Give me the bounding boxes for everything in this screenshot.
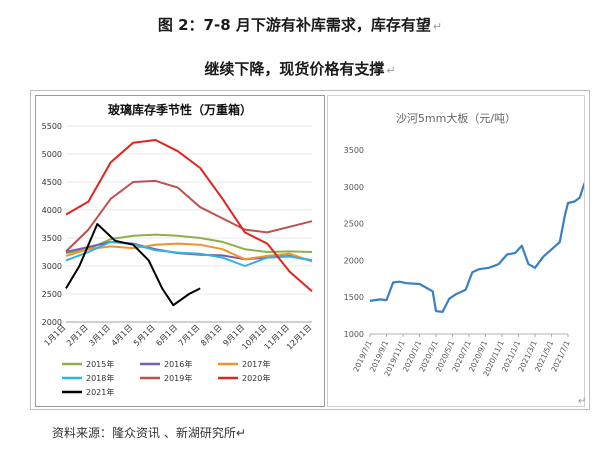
legend-label: 2016年 — [164, 359, 192, 369]
x-tick-label: 5月1日 — [132, 323, 157, 348]
figure-title-line-2: 继续下降，现货价格有支撑 ↵ — [0, 58, 600, 79]
x-tick-label: 3月1日 — [87, 323, 112, 348]
source-note: 资料来源：隆众资讯 、新湖研究所↵ — [52, 426, 246, 440]
y-tick-label: 1500 — [344, 293, 364, 302]
chart-title: 玻璃库存季节性（万重箱） — [108, 102, 252, 117]
series-line — [65, 240, 313, 267]
y-tick-label: 5500 — [42, 122, 62, 131]
legend-label: 2017年 — [242, 359, 270, 369]
y-tick-label: 4000 — [42, 206, 62, 215]
glass-inventory-chart: 玻璃库存季节性（万重箱） 2000 2500 3000 3500 4000 4500 5000… — [35, 95, 325, 407]
y-tick-label: 3500 — [42, 234, 62, 243]
y-tick-label: 2000 — [344, 256, 364, 265]
paragraph-mark: ↵ — [386, 64, 396, 77]
x-tick-label: 4月1日 — [110, 323, 135, 348]
x-tick-label: 7月1日 — [177, 323, 202, 348]
chart-title: 沙河5mm大板（元/吨） — [396, 111, 516, 125]
glass-inventory-chart-svg: 玻璃库存季节性（万重箱） 2000 2500 3000 3500 4000 4500 5000… — [42, 102, 314, 397]
legend-label: 2015年 — [86, 359, 114, 369]
series-line — [65, 242, 313, 263]
y-tick-label: 3000 — [42, 262, 62, 271]
y-tick-label: 4500 — [42, 178, 62, 187]
x-tick-label: 6月1日 — [154, 323, 179, 348]
x-tick-label: 12月1日 — [285, 323, 313, 351]
shahe-price-chart: 沙河5mm大板（元/吨） 1000 1500 2000 2500 3000 3500 2019… — [327, 95, 586, 407]
series-line — [65, 139, 313, 292]
y-tick-label: 3000 — [344, 183, 364, 192]
figure-title-text-1: 图 2：7-8 月下游有补库需求，库存有望 — [157, 16, 431, 34]
legend-label: 2021年 — [86, 387, 114, 397]
figure-title-line-1: 图 2：7-8 月下游有补库需求，库存有望 ↵ — [0, 14, 600, 35]
figure-title-text-2: 继续下降，现货价格有支撑 — [204, 60, 385, 78]
y-tick-label: 2000 — [42, 318, 62, 327]
y-tick-label: 1000 — [344, 330, 364, 339]
paragraph-mark: ↵ — [578, 396, 587, 407]
legend-label: 2018年 — [86, 373, 114, 383]
series-line — [65, 223, 201, 307]
y-tick-label: 2500 — [42, 290, 62, 299]
figure-frame: 玻璃库存季节性（万重箱） 2000 2500 3000 3500 4000 4500 5000… — [30, 90, 590, 410]
series-line — [65, 233, 313, 255]
y-tick-label: 5000 — [42, 150, 62, 159]
y-tick-label: 3500 — [344, 146, 364, 155]
paragraph-mark: ↵ — [432, 20, 443, 33]
series-line — [65, 179, 313, 253]
y-tick-label: 2500 — [344, 220, 364, 229]
x-tick-label: 2月1日 — [65, 323, 90, 348]
legend-label: 2020年 — [242, 373, 270, 383]
shahe-price-chart-svg: 沙河5mm大板（元/吨）1000150020002500300035002019… — [344, 111, 586, 378]
price-series-line — [369, 182, 586, 313]
legend-label: 2019年 — [164, 373, 192, 383]
x-tick-label: 8月1日 — [199, 323, 224, 348]
